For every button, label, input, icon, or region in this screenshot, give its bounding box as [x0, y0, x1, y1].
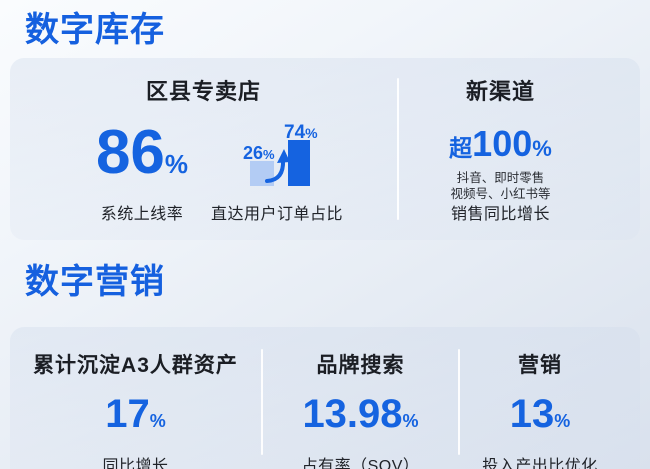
- marketing-col-unit: %: [149, 411, 166, 431]
- stat-online-number: 86 %: [96, 122, 188, 195]
- marketing-col-number: 17 %: [105, 393, 166, 442]
- marketing-stats-card: 累计沉淀A3人群资产 17 % 同比增长 品牌搜索 13.98 % 占有率（SO…: [10, 327, 640, 469]
- marketing-col-label: 占有率（SOV）: [301, 458, 420, 469]
- stat-online-label: 系统上线率: [100, 206, 184, 223]
- marketing-col-label: 投入产出比优化: [482, 458, 598, 469]
- orders-bar-chart: 26% 74%: [243, 122, 318, 186]
- stat-orders-label: 直达用户订单占比: [211, 206, 344, 223]
- new-channel-pane: 新渠道 超 100 % 抖音、即时零售 视频号、小红书等 销售同比增长: [399, 58, 640, 240]
- channel-platforms: 抖音、即时零售 视频号、小红书等: [450, 170, 550, 202]
- channel-value: 100: [472, 123, 533, 164]
- marketing-col-number: 13 %: [510, 393, 571, 442]
- channel-number: 超 100 %: [449, 126, 552, 167]
- channel-unit: %: [532, 136, 552, 161]
- channel-label: 销售同比增长: [450, 206, 550, 223]
- channel-platforms-line2: 视频号、小红书等: [450, 187, 551, 201]
- marketing-col-value: 17: [105, 392, 150, 436]
- marketing-col-roi: 营销 13 % 投入产出比优化: [460, 327, 620, 469]
- stat-online-unit: %: [164, 149, 189, 179]
- vertical-divider: [458, 349, 460, 455]
- growth-arrow-icon: [265, 158, 286, 183]
- marketing-col-header: 营销: [518, 354, 562, 377]
- vertical-divider: [261, 349, 263, 455]
- stat-system-online-rate: 86 % 系统上线率: [60, 108, 224, 224]
- vertical-divider: [397, 78, 399, 220]
- bar-label-74: 74%: [284, 122, 318, 143]
- inventory-stats-card: 区县专卖店 86 % 系统上线率 26% 74% 直达用户订单占比 新渠道: [10, 58, 640, 240]
- section-title-marketing: 数字营销: [25, 263, 165, 301]
- marketing-col-brand-search: 品牌搜索 13.98 % 占有率（SOV）: [263, 327, 458, 469]
- marketing-col-a3-assets: 累计沉淀A3人群资产 17 % 同比增长: [10, 327, 261, 469]
- channel-prefix: 超: [449, 135, 473, 161]
- stat-online-value: 86: [95, 118, 165, 187]
- channel-platforms-line1: 抖音、即时零售: [456, 171, 545, 185]
- bar-74-percent: [288, 140, 310, 186]
- store-pane-header: 区县专卖店: [145, 79, 261, 104]
- marketing-col-unit: %: [402, 411, 419, 431]
- growth-arrow-head-icon: [277, 149, 290, 163]
- marketing-col-value: 13.98: [302, 392, 403, 436]
- marketing-col-label: 同比增长: [102, 458, 169, 469]
- stat-direct-orders: 26% 74% 直达用户订单占比: [211, 104, 344, 224]
- marketing-col-unit: %: [554, 411, 571, 431]
- marketing-col-header: 品牌搜索: [316, 354, 405, 377]
- bar-label-26: 26%: [243, 143, 275, 163]
- section-title-inventory: 数字库存: [25, 11, 165, 49]
- marketing-col-value: 13: [509, 392, 555, 436]
- channel-pane-header: 新渠道: [465, 79, 535, 104]
- marketing-col-number: 13.98 %: [302, 393, 418, 442]
- marketing-col-header: 累计沉淀A3人群资产: [33, 354, 238, 377]
